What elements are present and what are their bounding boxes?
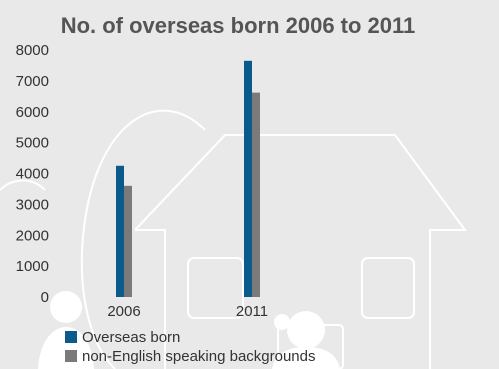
y-tick-label: 1000 bbox=[16, 258, 49, 275]
x-tick-label: 2006 bbox=[107, 303, 140, 320]
y-tick-label: 5000 bbox=[16, 135, 49, 152]
legend-swatch bbox=[65, 331, 77, 343]
chart-title: No. of overseas born 2006 to 2011 bbox=[61, 13, 416, 38]
ellipse-outline-icon bbox=[80, 109, 206, 369]
bar-2006-series-1 bbox=[124, 185, 132, 297]
y-tick-label: 7000 bbox=[16, 73, 49, 90]
house-outline-icon bbox=[134, 134, 467, 369]
bar-2011-series-0 bbox=[244, 60, 252, 298]
y-tick-label: 0 bbox=[41, 289, 49, 306]
legend-label: Overseas born bbox=[82, 329, 180, 346]
y-tick-label: 8000 bbox=[16, 42, 49, 59]
bars-group bbox=[116, 60, 260, 298]
y-tick-label: 3000 bbox=[16, 196, 49, 213]
y-tick-label: 4000 bbox=[16, 166, 49, 183]
y-tick-label: 2000 bbox=[16, 227, 49, 244]
legend-swatch bbox=[65, 350, 77, 362]
ellipse-outline-icon bbox=[0, 179, 46, 191]
person-icon bbox=[38, 291, 94, 369]
person-icon bbox=[272, 311, 340, 369]
bar-2011-series-1 bbox=[252, 92, 260, 297]
x-axis: 2006 2011 bbox=[107, 303, 268, 320]
y-tick-label: 6000 bbox=[16, 104, 49, 121]
legend: Overseas born non-English speaking backgr… bbox=[65, 329, 316, 365]
legend-label: non-English speaking backgrounds bbox=[82, 348, 316, 365]
bar-2006-series-0 bbox=[116, 165, 124, 297]
y-axis: 0 1000 2000 3000 4000 5000 6000 7000 8000 bbox=[16, 42, 49, 306]
x-tick-label: 2011 bbox=[236, 303, 268, 320]
